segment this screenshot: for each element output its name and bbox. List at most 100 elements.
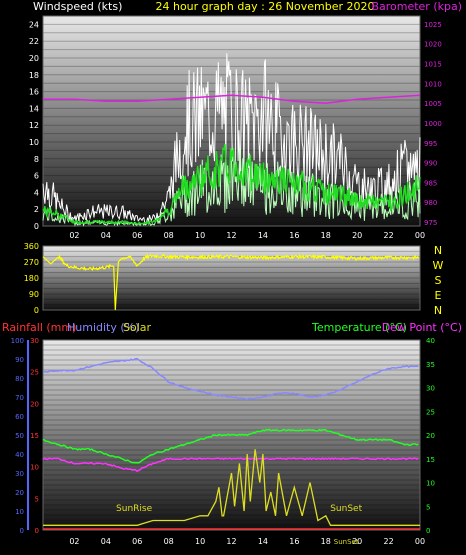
wind-gust-line xyxy=(42,53,421,224)
climate-x-tick-label: 18 xyxy=(321,537,331,546)
humidity-y-tick-label: 60 xyxy=(15,413,24,421)
humidity-y-tick-label: 0 xyxy=(20,527,24,535)
humidity-axis-title: Humidity (%) xyxy=(67,321,139,334)
temperature-y-tick-label: 5 xyxy=(426,503,430,511)
wind-x-tick-label: 22 xyxy=(383,231,393,240)
direction-y-tick-label: 90 xyxy=(29,290,39,299)
temperature-y-tick-label: 15 xyxy=(426,456,435,464)
rain-y-tick-label: 10 xyxy=(30,464,39,472)
rain-y-tick-label: 15 xyxy=(30,432,39,440)
sunset-label: SunSet xyxy=(330,504,362,514)
barometer-y-tick-label: 995 xyxy=(424,140,437,148)
wind-y-tick-label: 0 xyxy=(34,222,39,231)
wind-panel-frame xyxy=(42,15,421,227)
sunset-label-axis: SunSet xyxy=(334,538,359,546)
direction-panel-frame xyxy=(42,245,421,311)
climate-x-tick-label: 02 xyxy=(69,537,79,546)
wind-y-tick-label: 14 xyxy=(29,104,39,113)
temperature-y-tick-label: 20 xyxy=(426,432,435,440)
rain-y-tick-label: 5 xyxy=(35,495,39,503)
humidity-y-tick-label: 80 xyxy=(15,375,24,383)
barometer-line xyxy=(43,94,421,104)
temperature-y-tick-label: 40 xyxy=(426,337,435,345)
wind-x-tick-label: 18 xyxy=(321,231,331,240)
barometer-y-tick-label: 990 xyxy=(424,160,437,168)
humidity-y-tick-label: 40 xyxy=(15,451,24,459)
sunrise-label: SunRise xyxy=(116,504,153,514)
direction-y-tick-label: 0 xyxy=(34,306,39,315)
climate-x-tick-label: 00 xyxy=(415,537,425,546)
compass-label: W xyxy=(433,259,444,272)
wind-y-tick-label: 18 xyxy=(29,71,39,80)
climate-x-tick-label: 06 xyxy=(132,537,142,546)
temperature-axis-title: Temperature (°C) xyxy=(311,321,407,334)
temperature-y-tick-label: 0 xyxy=(426,527,430,535)
humidity-y-tick-label: 100 xyxy=(11,337,24,345)
temperature-y-tick-label: 35 xyxy=(426,361,435,369)
wind-x-tick-label: 02 xyxy=(69,231,79,240)
climate-x-tick-label: 10 xyxy=(195,537,205,546)
rain-y-tick-label: 25 xyxy=(30,369,39,377)
rain-y-tick-label: 30 xyxy=(30,337,39,345)
temperature-y-tick-label: 10 xyxy=(426,480,435,488)
wind-y-tick-label: 16 xyxy=(29,88,39,97)
humidity-y-tick-label: 30 xyxy=(15,470,24,478)
barometer-y-tick-label: 1005 xyxy=(424,100,442,108)
direction-y-tick-label: 360 xyxy=(24,242,39,251)
barometer-y-tick-label: 1020 xyxy=(424,41,442,49)
barometer-y-tick-label: 975 xyxy=(424,219,437,227)
wind-x-tick-label: 00 xyxy=(415,231,425,240)
humidity-y-tick-label: 50 xyxy=(15,432,24,440)
temperature-y-tick-label: 25 xyxy=(426,408,435,416)
wind-x-tick-label: 10 xyxy=(195,231,205,240)
direction-panel-background xyxy=(43,246,420,310)
barometer-y-tick-label: 1015 xyxy=(424,61,442,69)
compass-label: N xyxy=(434,304,442,317)
compass-label: S xyxy=(435,274,442,287)
wind-y-tick-label: 20 xyxy=(29,54,39,63)
wind-y-tick-label: 10 xyxy=(29,138,39,147)
wind-y-tick-label: 12 xyxy=(29,121,39,130)
dewpoint-axis-title: Dew Point (°C) xyxy=(382,321,462,334)
barometer-y-tick-label: 1010 xyxy=(424,80,442,88)
wind-x-tick-label: 16 xyxy=(289,231,299,240)
wind-y-tick-label: 2 xyxy=(34,205,39,214)
solar-line xyxy=(43,449,420,526)
wind-y-tick-label: 6 xyxy=(34,172,39,181)
wind-x-tick-label: 20 xyxy=(352,231,362,240)
barometer-y-tick-label: 985 xyxy=(424,179,437,187)
temperature-line xyxy=(42,428,419,464)
climate-x-tick-label: 08 xyxy=(164,537,174,546)
rain-y-tick-label: 20 xyxy=(30,400,39,408)
direction-y-tick-label: 270 xyxy=(24,258,39,267)
climate-x-tick-label: 04 xyxy=(101,537,111,546)
humidity-y-tick-label: 20 xyxy=(15,489,24,497)
wind-x-tick-label: 04 xyxy=(101,231,111,240)
wind-low-line xyxy=(42,144,421,227)
wind-x-tick-label: 12 xyxy=(226,231,236,240)
direction-y-tick-label: 180 xyxy=(24,274,39,283)
wind-axis-title: Windspeed (kts) xyxy=(33,0,122,13)
barometer-y-tick-label: 980 xyxy=(424,199,437,207)
compass-label: N xyxy=(434,244,442,257)
wind-x-tick-label: 08 xyxy=(164,231,174,240)
graph-title: 24 hour graph day : 26 November 2020 xyxy=(155,0,374,13)
wind-y-tick-label: 22 xyxy=(29,37,39,46)
compass-label: E xyxy=(435,289,442,302)
wind-y-tick-label: 8 xyxy=(34,155,39,164)
direction-line xyxy=(42,253,420,311)
solar-axis-title: Solar xyxy=(123,321,152,334)
barometer-y-tick-label: 1000 xyxy=(424,120,442,128)
humidity-y-tick-label: 90 xyxy=(15,356,24,364)
climate-x-tick-label: 14 xyxy=(258,537,268,546)
dewpoint-line xyxy=(42,457,419,473)
wind-average-line xyxy=(42,144,421,226)
barometer-axis-title: Barometer (kpa) xyxy=(371,0,462,13)
climate-x-tick-label: 16 xyxy=(289,537,299,546)
wind-y-tick-label: 24 xyxy=(29,20,39,29)
wind-x-tick-label: 06 xyxy=(132,231,142,240)
climate-x-tick-label: 12 xyxy=(226,537,236,546)
humidity-y-tick-label: 10 xyxy=(15,508,24,516)
